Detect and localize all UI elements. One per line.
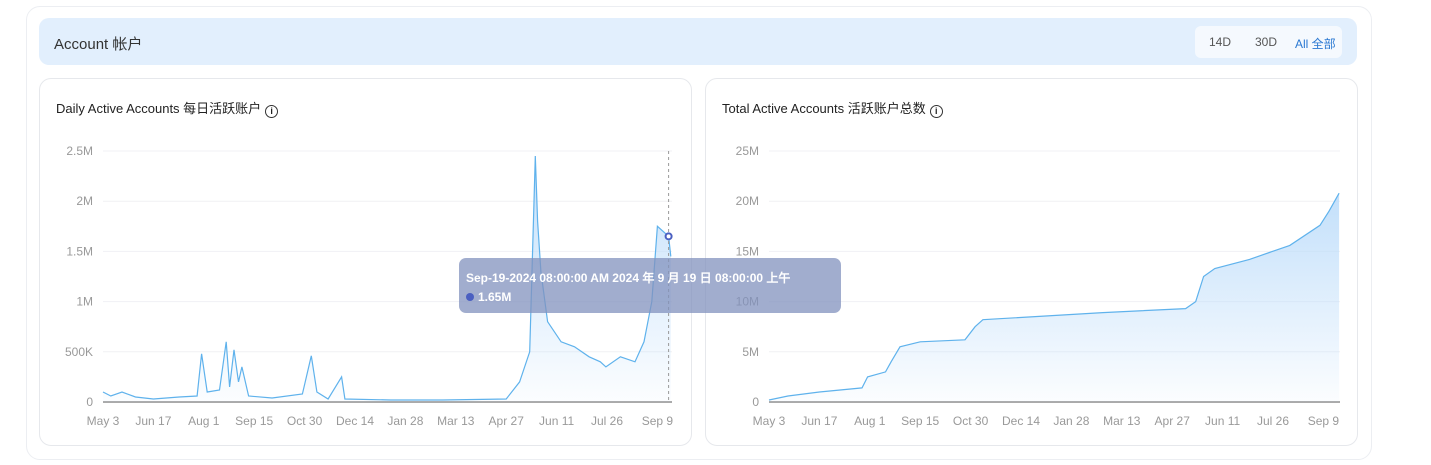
x-tick-label: May 3 [87, 414, 120, 428]
x-tick-label: Jul 26 [591, 414, 623, 428]
x-tick-label: Jun 17 [801, 414, 837, 428]
y-tick-label: 20M [736, 194, 759, 208]
tooltip-date: Sep-19-2024 08:00:00 AM 2024 年 9 月 19 日 … [466, 271, 791, 285]
x-tick-label: May 3 [753, 414, 786, 428]
range-all-button[interactable]: All 全部 [1295, 37, 1336, 51]
x-tick-label: Apr 27 [489, 414, 525, 428]
info-icon[interactable]: i [929, 105, 943, 118]
x-tick-label: Sep 9 [642, 414, 674, 428]
series-line [768, 192, 1340, 401]
x-tick-label: Apr 27 [1155, 414, 1191, 428]
x-tick-label: Jan 28 [387, 414, 423, 428]
section-title: Account 帐户 [54, 36, 143, 53]
chart-title: Daily Active Accounts 每日活跃账户 [56, 101, 262, 116]
x-tick-label: Jun 11 [539, 414, 574, 428]
x-tick-label: Aug 1 [854, 414, 886, 428]
series-dot-icon [466, 293, 474, 301]
x-tick-label: Sep 15 [901, 414, 939, 428]
x-tick-label: Oct 30 [287, 414, 323, 428]
x-tick-label: Jul 26 [1257, 414, 1289, 428]
x-tick-label: Jun 11 [1205, 414, 1240, 428]
x-tick-label: Dec 14 [336, 414, 374, 428]
range-14d-button[interactable]: 14D [1209, 35, 1232, 49]
x-tick-label: Mar 13 [437, 414, 475, 428]
y-tick-label: 500K [65, 345, 93, 359]
y-tick-label: 25M [736, 144, 759, 158]
chart-tooltip: Sep-19-2024 08:00:00 AM 2024 年 9 月 19 日 … [459, 258, 841, 313]
section-header: Account 帐户 14D 30D All 全部 [39, 18, 1357, 65]
y-tick-label: 5M [742, 345, 759, 359]
x-tick-label: Aug 1 [188, 414, 220, 428]
x-tick-label: Sep 15 [235, 414, 273, 428]
y-tick-label: 2.5M [66, 144, 93, 158]
range-30d-button[interactable]: 30D [1255, 35, 1278, 49]
series-line [102, 155, 672, 401]
info-icon[interactable]: i [265, 105, 279, 118]
y-tick-label: 0 [752, 395, 759, 409]
x-tick-label: Jan 28 [1053, 414, 1089, 428]
y-tick-label: 15M [736, 244, 759, 258]
y-tick-label: 0 [86, 395, 93, 409]
chart-title: Total Active Accounts 活跃账户总数 [722, 101, 926, 116]
range-selector: 14D 30D All 全部 [1195, 26, 1342, 58]
x-tick-label: Sep 9 [1308, 414, 1340, 428]
hover-point [664, 232, 673, 241]
y-tick-label: 1.5M [66, 244, 93, 258]
series-area [769, 193, 1340, 402]
series-area [103, 156, 671, 402]
y-tick-label: 2M [76, 194, 93, 208]
tooltip-value: 1.65M [478, 290, 512, 304]
x-tick-label: Mar 13 [1103, 414, 1141, 428]
x-tick-label: Jun 17 [135, 414, 171, 428]
x-tick-label: Dec 14 [1002, 414, 1040, 428]
x-tick-label: Oct 30 [953, 414, 989, 428]
y-tick-label: 1M [76, 295, 93, 309]
